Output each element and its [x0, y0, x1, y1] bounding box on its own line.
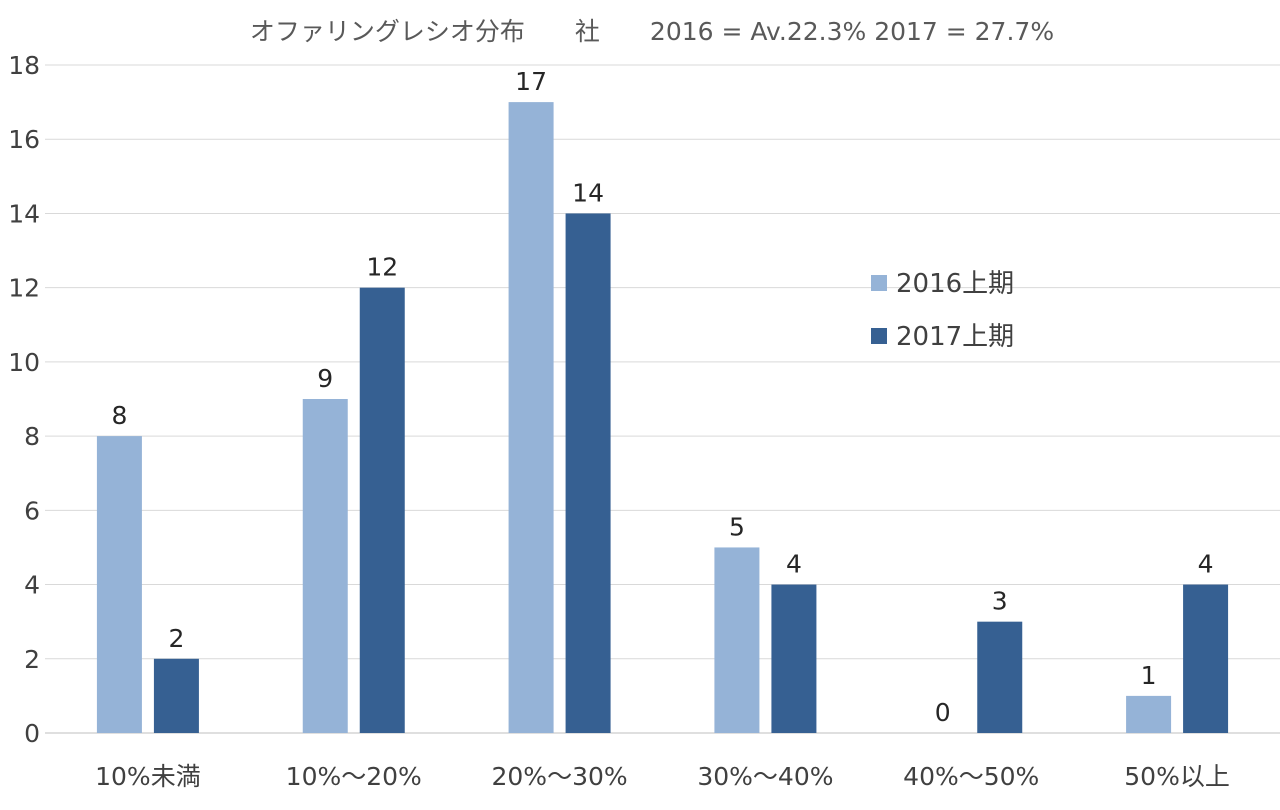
x-category-label: 30%～40%	[697, 762, 833, 791]
y-tick-label: 18	[8, 51, 40, 80]
legend-label: 2016上期	[896, 269, 1014, 299]
x-category-label: 50%以上	[1124, 762, 1230, 791]
data-label: 14	[572, 178, 604, 207]
data-label: 4	[1198, 550, 1214, 579]
y-tick-label: 2	[24, 645, 40, 674]
bar-2	[565, 213, 611, 733]
data-label: 9	[317, 364, 333, 393]
chart-title: オファリングレシオ分布 社 2016 = Av.22.3% 2017 = 27.…	[250, 17, 1054, 46]
data-label: 4	[786, 550, 802, 579]
y-tick-label: 8	[24, 422, 40, 451]
gridlines	[45, 64, 1280, 734]
y-tick-label: 6	[24, 496, 40, 525]
y-tick-label: 10	[8, 348, 40, 377]
y-tick-label: 12	[8, 274, 40, 303]
data-label: 1	[1141, 661, 1157, 690]
bar-2	[153, 658, 199, 733]
bar-1	[508, 102, 554, 734]
bar-1	[302, 399, 348, 733]
x-category-label: 20%～30%	[492, 762, 628, 791]
data-label: 12	[366, 253, 398, 282]
bar-2	[771, 584, 817, 733]
data-label: 2	[168, 624, 184, 653]
data-label: 3	[992, 587, 1008, 616]
x-category-label: 10%未満	[95, 762, 201, 791]
y-tick-label: 4	[24, 571, 40, 600]
data-label: 5	[729, 512, 745, 541]
legend-label: 2017上期	[896, 322, 1014, 352]
x-category-label: 40%～50%	[903, 762, 1039, 791]
legend: 2016上期 2017上期	[871, 269, 1014, 352]
bar-1	[96, 436, 142, 733]
legend-swatch	[871, 328, 887, 344]
bar-1	[714, 547, 760, 733]
bars	[96, 102, 1229, 734]
x-axis-categories: 10%未満 10%～20% 20%～30% 30%～40% 40%～50% 50%以上	[95, 762, 1230, 791]
data-label: 17	[515, 67, 547, 96]
bar-2	[359, 287, 405, 733]
y-tick-label: 14	[8, 199, 40, 228]
y-axis-ticks: 0 2 4 6 8 10 12 14 16 18	[8, 51, 40, 748]
bar-2	[977, 621, 1023, 733]
bar-1	[1126, 695, 1172, 733]
y-tick-label: 0	[24, 719, 40, 748]
x-category-label: 10%～20%	[286, 762, 422, 791]
data-label: 8	[111, 401, 127, 430]
legend-swatch	[871, 275, 887, 291]
data-label: 0	[935, 698, 951, 727]
bar-2	[1183, 584, 1229, 733]
y-tick-label: 16	[8, 125, 40, 154]
